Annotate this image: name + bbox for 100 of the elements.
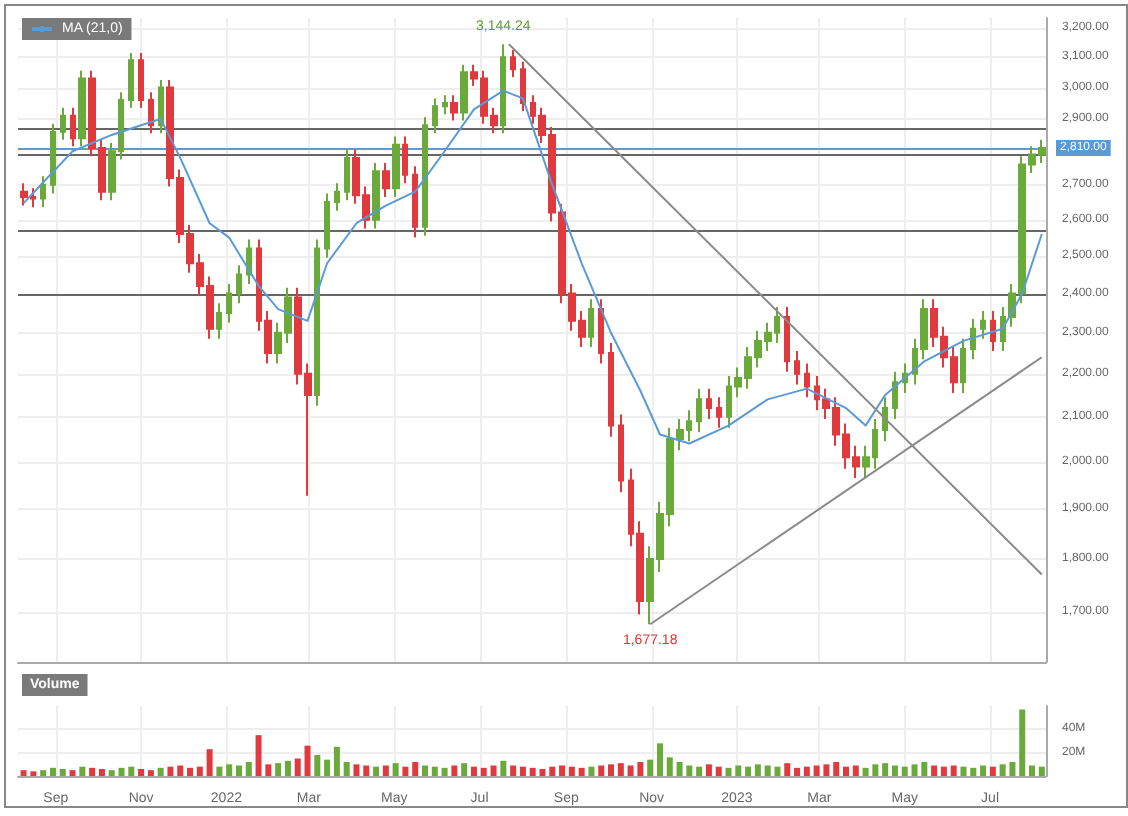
bar [549, 766, 556, 776]
candlestick [882, 396, 888, 443]
candlestick [78, 69, 86, 148]
candlestick [236, 264, 242, 305]
candlestick [970, 317, 976, 361]
bar [568, 766, 575, 776]
bar [470, 766, 477, 776]
candlestick [392, 135, 400, 198]
candlestick [618, 413, 624, 494]
bar [89, 767, 96, 776]
bar [69, 770, 76, 776]
bar [1029, 765, 1036, 776]
bar [803, 766, 810, 776]
candlestick [588, 298, 594, 348]
bar [363, 765, 370, 776]
bar [833, 762, 840, 776]
bar [1019, 709, 1026, 776]
candlestick [980, 310, 986, 340]
bar [950, 765, 957, 776]
candlestick [716, 396, 722, 429]
bar [235, 765, 242, 776]
bar [353, 764, 360, 776]
bar [245, 762, 252, 776]
bar [49, 767, 56, 776]
bar [490, 765, 497, 776]
bar [519, 766, 526, 776]
candlestick [402, 135, 408, 185]
bar [784, 763, 791, 776]
bar [931, 765, 938, 776]
candlestick [216, 302, 222, 340]
bar [647, 759, 654, 776]
candlestick [990, 310, 996, 353]
bar [842, 766, 849, 776]
candlestick [148, 91, 154, 135]
candlestick [460, 63, 468, 122]
candlestick [382, 161, 390, 198]
candlestick [696, 387, 702, 434]
bar [333, 746, 340, 776]
bar [696, 766, 703, 776]
candlestick [510, 48, 516, 78]
candlestick [422, 116, 428, 237]
bar [382, 765, 389, 776]
candlestick [334, 182, 340, 212]
candlestick [432, 97, 438, 135]
candlestick [598, 298, 604, 365]
bar [940, 766, 947, 776]
bar [901, 766, 908, 776]
bar [147, 770, 154, 776]
bar [461, 763, 468, 776]
candlestick [138, 51, 144, 109]
bar [304, 745, 311, 776]
bar [666, 757, 673, 776]
bar [216, 766, 223, 776]
candlestick [324, 192, 330, 259]
candlestick [442, 94, 448, 116]
candlestick [50, 122, 56, 195]
bar [422, 765, 428, 776]
candlestick [60, 106, 66, 141]
candlestick [70, 106, 76, 148]
candlestick [784, 306, 790, 373]
bar [794, 767, 801, 776]
bar [167, 766, 174, 776]
candlestick [372, 161, 380, 230]
bar [754, 764, 761, 776]
bar [59, 769, 66, 776]
bar [206, 749, 213, 776]
candlestick [40, 175, 46, 209]
bar [715, 766, 722, 776]
bar [480, 767, 487, 776]
candlestick [412, 165, 418, 239]
bar [970, 767, 977, 776]
bar [343, 762, 350, 776]
bar [588, 766, 595, 776]
candlestick [676, 417, 684, 452]
candlestick [450, 94, 458, 122]
candlestick [20, 182, 28, 207]
candlestick [128, 51, 134, 109]
bar [392, 763, 399, 776]
bar [882, 763, 889, 776]
bar [324, 759, 331, 776]
candlestick [314, 238, 320, 407]
candlestick [158, 78, 164, 135]
bar [980, 765, 987, 776]
candlestick [500, 43, 506, 135]
bar [196, 766, 203, 776]
bar [705, 764, 712, 776]
bar [128, 766, 135, 776]
bar [852, 765, 859, 776]
bar [617, 763, 624, 776]
bar [40, 770, 47, 776]
bar [745, 766, 752, 776]
bar [500, 760, 507, 776]
bar [578, 767, 585, 776]
bar [177, 765, 184, 776]
bar [656, 743, 663, 776]
bar [226, 764, 233, 776]
bar [157, 767, 164, 776]
bar [314, 755, 321, 776]
bar [275, 763, 282, 776]
bar [441, 767, 448, 776]
